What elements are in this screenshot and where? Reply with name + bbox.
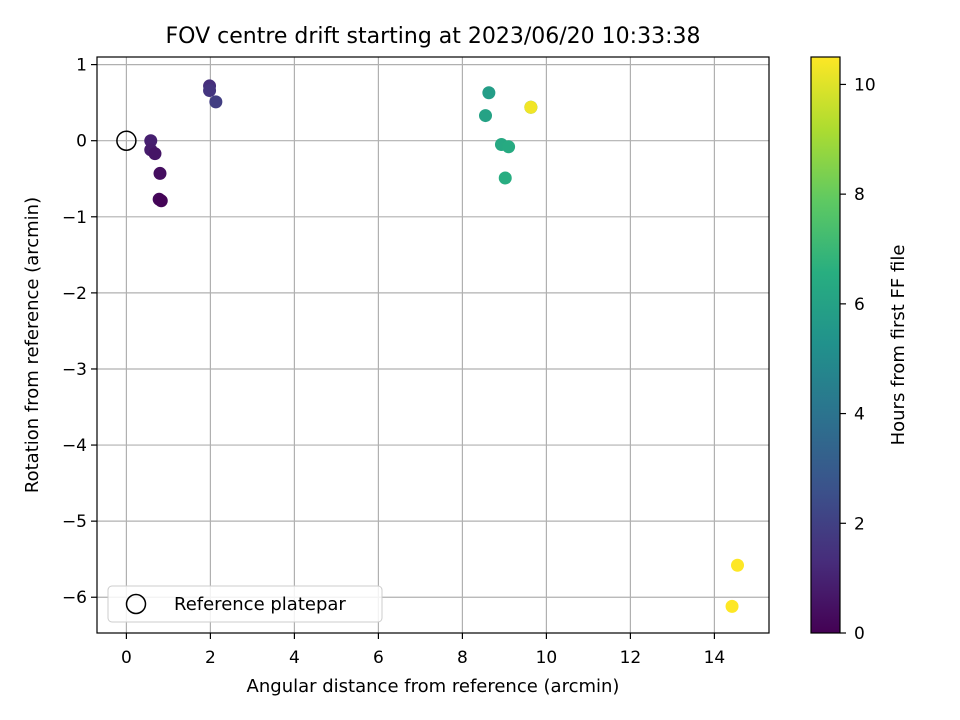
legend-marker (125, 593, 147, 615)
colorbar-tick-label: 6 (854, 295, 865, 315)
colorbar-tick-label: 10 (854, 75, 876, 95)
colorbar-gradient (811, 57, 840, 633)
data-point (144, 134, 158, 148)
data-point (203, 83, 217, 97)
x-tick-label: 6 (373, 648, 384, 668)
colorbar-label: Hours from first FF file (888, 245, 909, 446)
colorbar-tick-label: 4 (854, 405, 865, 425)
x-axis-label: Angular distance from reference (arcmin) (247, 676, 620, 697)
plot-frame (96, 56, 770, 634)
data-point (153, 166, 167, 180)
x-tick-label: 10 (536, 648, 558, 668)
x-tick-label: 4 (289, 648, 300, 668)
data-point (209, 95, 223, 109)
data-point (498, 171, 512, 185)
reference-point (116, 130, 137, 151)
data-point (731, 558, 744, 572)
data-point (479, 109, 492, 123)
colorbar-ticks: 0 2 4 6 8 10 (840, 75, 876, 644)
grid-layer (97, 57, 769, 633)
data-point (725, 599, 739, 613)
data-point (502, 140, 516, 154)
x-axis-ticks: 0 2 4 6 8 10 12 14 (121, 633, 725, 668)
x-tick-label: 12 (620, 648, 642, 668)
colorbar-frame (810, 56, 841, 634)
data-point (148, 147, 162, 161)
y-tick-label: −2 (62, 284, 87, 304)
y-tick-label: −6 (62, 588, 87, 608)
colorbar-tick-label: 2 (854, 514, 865, 534)
legend-box (107, 585, 383, 623)
legend-label: Reference platepar (174, 594, 346, 615)
data-point (154, 194, 168, 208)
x-tick-label: 8 (457, 648, 468, 668)
chart-title: FOV centre drift starting at 2023/06/20 … (166, 24, 701, 49)
y-tick-label: −4 (62, 436, 87, 456)
y-tick-label: 1 (76, 56, 87, 76)
points-layer (116, 79, 744, 613)
y-tick-label: −3 (62, 360, 87, 380)
y-tick-label: −1 (62, 208, 87, 228)
y-axis-label: Rotation from reference (arcmin) (22, 197, 43, 493)
colorbar: 0 2 4 6 8 10 Hours from first FF file (810, 56, 909, 644)
x-tick-label: 0 (121, 648, 132, 668)
y-axis-ticks: 1 0 −1 −2 −3 −4 −5 −6 (62, 56, 97, 608)
data-point (482, 86, 496, 100)
data-point (524, 100, 538, 114)
colorbar-tick-label: 8 (854, 185, 865, 205)
legend: Reference platepar (107, 585, 383, 623)
colorbar-tick-label: 0 (854, 624, 865, 644)
y-tick-label: 0 (76, 132, 87, 152)
x-tick-label: 14 (704, 648, 726, 668)
x-tick-label: 2 (205, 648, 216, 668)
y-tick-label: −5 (62, 512, 87, 532)
